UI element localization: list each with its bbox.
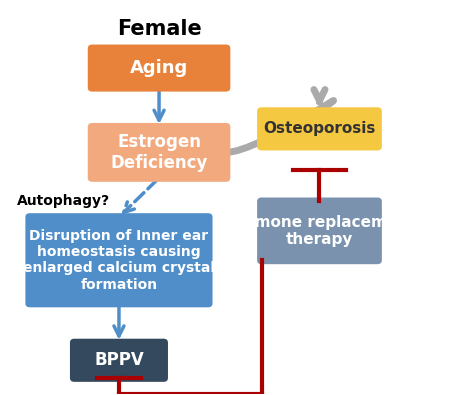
Text: Osteoporosis: Osteoporosis [263, 121, 375, 136]
Text: Autophagy?: Autophagy? [17, 194, 110, 209]
FancyBboxPatch shape [88, 45, 230, 92]
FancyBboxPatch shape [70, 339, 168, 382]
Text: Hormone replacement
therapy: Hormone replacement therapy [224, 214, 415, 247]
Text: Female: Female [117, 19, 202, 39]
Text: Aging: Aging [130, 59, 188, 77]
FancyBboxPatch shape [25, 213, 213, 307]
FancyBboxPatch shape [257, 198, 382, 264]
Text: BPPV: BPPV [94, 351, 144, 369]
FancyBboxPatch shape [257, 107, 382, 150]
Text: Disruption of Inner ear
homeostasis causing
enlarged calcium crystal
formation: Disruption of Inner ear homeostasis caus… [23, 229, 215, 292]
Text: Estrogen
Deficiency: Estrogen Deficiency [110, 133, 208, 172]
FancyBboxPatch shape [88, 123, 230, 182]
